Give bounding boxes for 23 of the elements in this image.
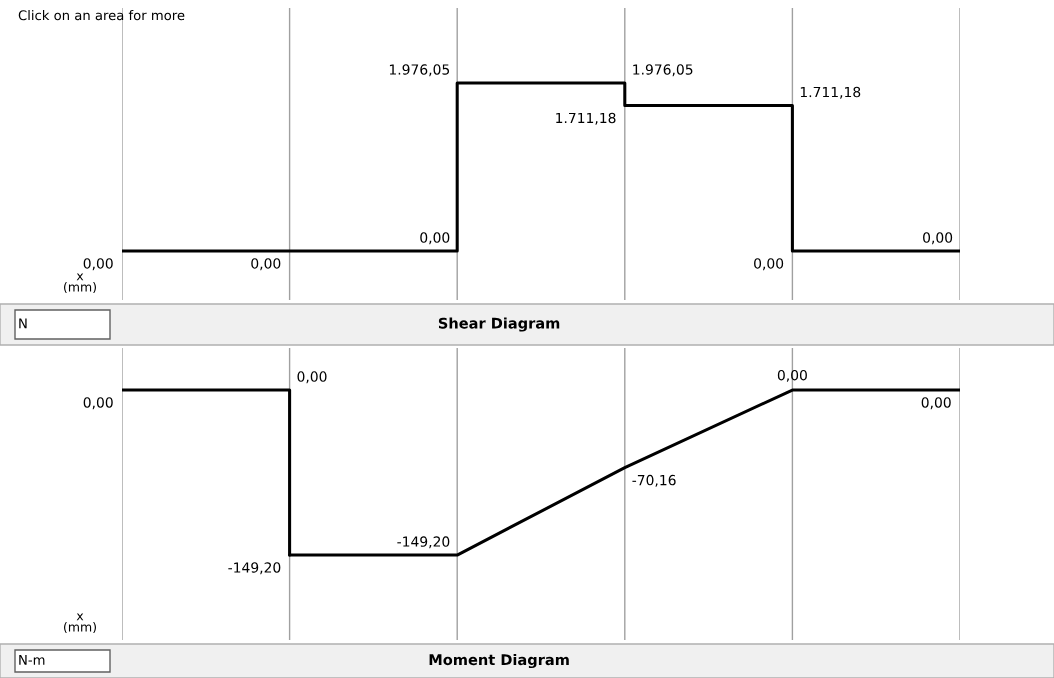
annotation: 1.976,05 — [633, 64, 693, 77]
annotation: 0,00 — [297, 371, 327, 384]
data-label: 0,00 — [921, 397, 951, 410]
annotation: 0,00 — [420, 232, 450, 245]
data-label: 0,00 — [777, 369, 807, 382]
data-label: 0,00 — [83, 258, 113, 271]
data-label: 0,00 — [754, 258, 784, 271]
data-label: 1.711,18 — [556, 112, 616, 125]
data-label: 0,00 — [83, 397, 113, 410]
text: N — [19, 318, 27, 329]
data-label: -70,16 — [632, 474, 676, 487]
text: N-m — [19, 655, 45, 665]
text: Moment Diagram — [429, 653, 569, 669]
data-label: -149,20 — [397, 536, 450, 549]
data-label: -149,20 — [228, 562, 281, 575]
data-label: 0,00 — [251, 258, 281, 271]
annotation: Click on an area for more — [18, 10, 185, 21]
text: Shear Diagram — [438, 317, 560, 332]
x-axis-title: x (mm) — [64, 613, 96, 634]
x-axis-title: x (mm) — [64, 273, 96, 294]
annotation: 1.711,18 — [800, 86, 861, 99]
data-label: 0,00 — [923, 232, 953, 245]
data-label: 1.976,05 — [389, 64, 450, 77]
